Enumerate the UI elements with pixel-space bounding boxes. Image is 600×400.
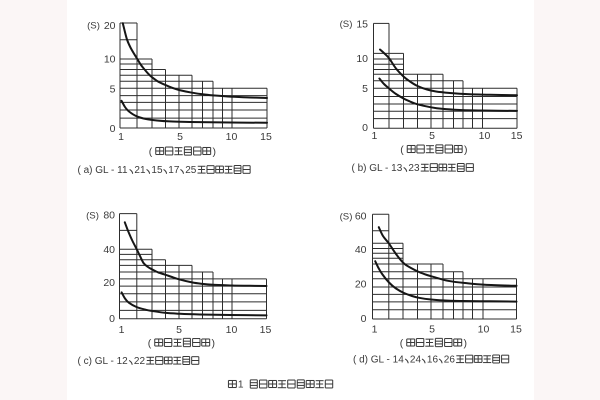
svg-text:(: ( (149, 146, 153, 158)
svg-text:15: 15 (260, 324, 272, 336)
svg-text:40: 40 (103, 244, 115, 256)
svg-text:40: 40 (355, 244, 367, 256)
svg-text:80: 80 (103, 210, 115, 222)
svg-text:1: 1 (119, 324, 125, 336)
svg-text:0: 0 (362, 122, 368, 134)
svg-text:16: 16 (427, 355, 439, 366)
svg-text:10: 10 (356, 53, 368, 65)
svg-text:10: 10 (478, 324, 490, 336)
svg-text:10: 10 (104, 54, 116, 66)
svg-text:60: 60 (355, 211, 367, 223)
svg-text:( b) GL - 13: ( b) GL - 13 (352, 163, 403, 174)
svg-text:1: 1 (238, 380, 244, 391)
svg-text:): ) (213, 146, 217, 158)
svg-text:(S): (S) (87, 20, 100, 31)
svg-text:17: 17 (168, 165, 180, 176)
svg-text:15: 15 (510, 324, 522, 336)
svg-text:0: 0 (361, 313, 367, 325)
svg-text:( c) GL - 12: ( c) GL - 12 (78, 356, 129, 367)
svg-text:5: 5 (429, 324, 435, 336)
svg-text:5: 5 (176, 324, 182, 336)
svg-text:0: 0 (109, 313, 115, 325)
svg-text:5: 5 (177, 131, 183, 143)
svg-text:0: 0 (110, 123, 116, 135)
svg-text:24: 24 (410, 355, 422, 366)
svg-text:15: 15 (356, 19, 368, 31)
svg-text:1: 1 (372, 324, 378, 336)
svg-text:1: 1 (118, 131, 124, 143)
svg-text:): ) (464, 144, 468, 156)
svg-text:5: 5 (362, 83, 368, 95)
svg-text:15: 15 (151, 165, 163, 176)
svg-text:23: 23 (408, 163, 420, 174)
svg-text:10: 10 (226, 131, 238, 143)
svg-text:15: 15 (260, 131, 272, 143)
svg-text:(S): (S) (340, 211, 353, 222)
svg-text:): ) (212, 337, 216, 349)
svg-text:20: 20 (355, 279, 367, 291)
svg-text:(: ( (400, 144, 404, 156)
svg-text:( d) GL - 14: ( d) GL - 14 (353, 355, 404, 366)
svg-text:(: ( (400, 337, 404, 349)
svg-text:1: 1 (371, 130, 377, 142)
svg-text:20: 20 (104, 20, 116, 32)
svg-text:(S): (S) (86, 210, 99, 221)
svg-text:(: ( (148, 337, 152, 349)
svg-text:5: 5 (429, 130, 435, 142)
svg-text:15: 15 (511, 130, 523, 142)
svg-text:26: 26 (444, 355, 456, 366)
svg-text:): ) (464, 337, 468, 349)
svg-text:21: 21 (134, 165, 146, 176)
svg-text:10: 10 (226, 324, 238, 336)
svg-text:20: 20 (103, 277, 115, 289)
svg-text:10: 10 (479, 130, 491, 142)
svg-text:(S): (S) (340, 19, 353, 30)
svg-text:22: 22 (134, 356, 146, 367)
svg-text:25: 25 (185, 165, 197, 176)
svg-text:( a) GL - 11: ( a) GL - 11 (78, 165, 128, 176)
svg-text:5: 5 (110, 84, 116, 96)
